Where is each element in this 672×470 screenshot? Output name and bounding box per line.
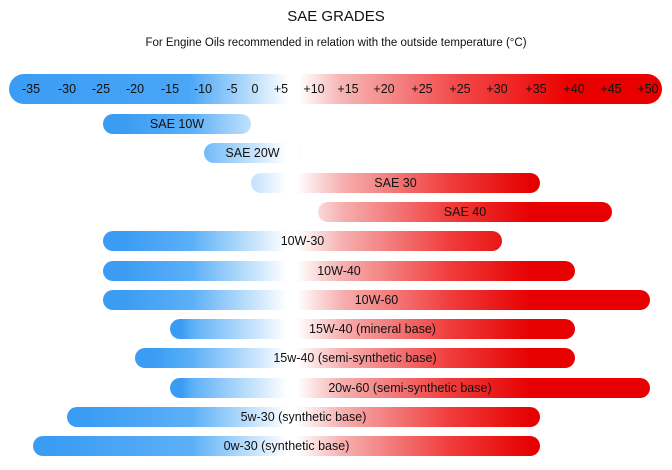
- scale-tick-label: +45: [600, 82, 622, 96]
- scale-tick-label: +35: [525, 82, 547, 96]
- scale-tick-label: +5: [273, 82, 289, 96]
- scale-tick-label: +25: [411, 82, 433, 96]
- scale-tick-label: -30: [57, 82, 77, 96]
- grade-bar: SAE 10W: [103, 114, 251, 134]
- scale-tick-label: 0: [251, 82, 259, 96]
- scale-tick-label: +40: [563, 82, 585, 96]
- scale-tick-label: +15: [337, 82, 359, 96]
- temperature-scale: -35 -30 -25 -20 -15 -10 -5 0 +5 +10 +15 +20 +25 +25 +3…: [9, 74, 662, 104]
- grade-bar: 0w-30 (synthetic base): [33, 436, 540, 457]
- scale-tick-label: +50: [637, 82, 659, 96]
- grade-bar: 10W-30: [103, 231, 502, 252]
- grade-bar: 20w-60 (semi-synthetic base): [170, 377, 650, 398]
- grade-bar: SAE 30: [251, 172, 540, 193]
- scale-tick-label: +30: [486, 82, 508, 96]
- scale-tick-label: +10: [303, 82, 325, 96]
- scale-tick-label: +25: [449, 82, 471, 96]
- scale-tick-label: -5: [226, 82, 238, 96]
- scale-tick-label: -10: [193, 82, 213, 96]
- grade-bar: SAE 20W: [204, 143, 301, 164]
- grade-bar: 5w-30 (synthetic base): [67, 407, 540, 427]
- grade-bar: 10W-40: [103, 260, 575, 281]
- grade-bar: 15W-40 (mineral base): [170, 319, 575, 340]
- scale-tick-label: -25: [91, 82, 111, 96]
- scale-tick-label: -15: [160, 82, 180, 96]
- scale-tick-label: +20: [373, 82, 395, 96]
- scale-tick-label: -35: [21, 82, 41, 96]
- grade-bar: SAE 40: [318, 201, 612, 222]
- grade-bar: 15w-40 (semi-synthetic base): [135, 348, 575, 369]
- chart-title: SAE GRADES: [287, 8, 385, 25]
- chart-subtitle: For Engine Oils recommended in relation …: [145, 37, 527, 49]
- grade-bar: 10W-60: [103, 289, 650, 310]
- scale-tick-label: -20: [125, 82, 145, 96]
